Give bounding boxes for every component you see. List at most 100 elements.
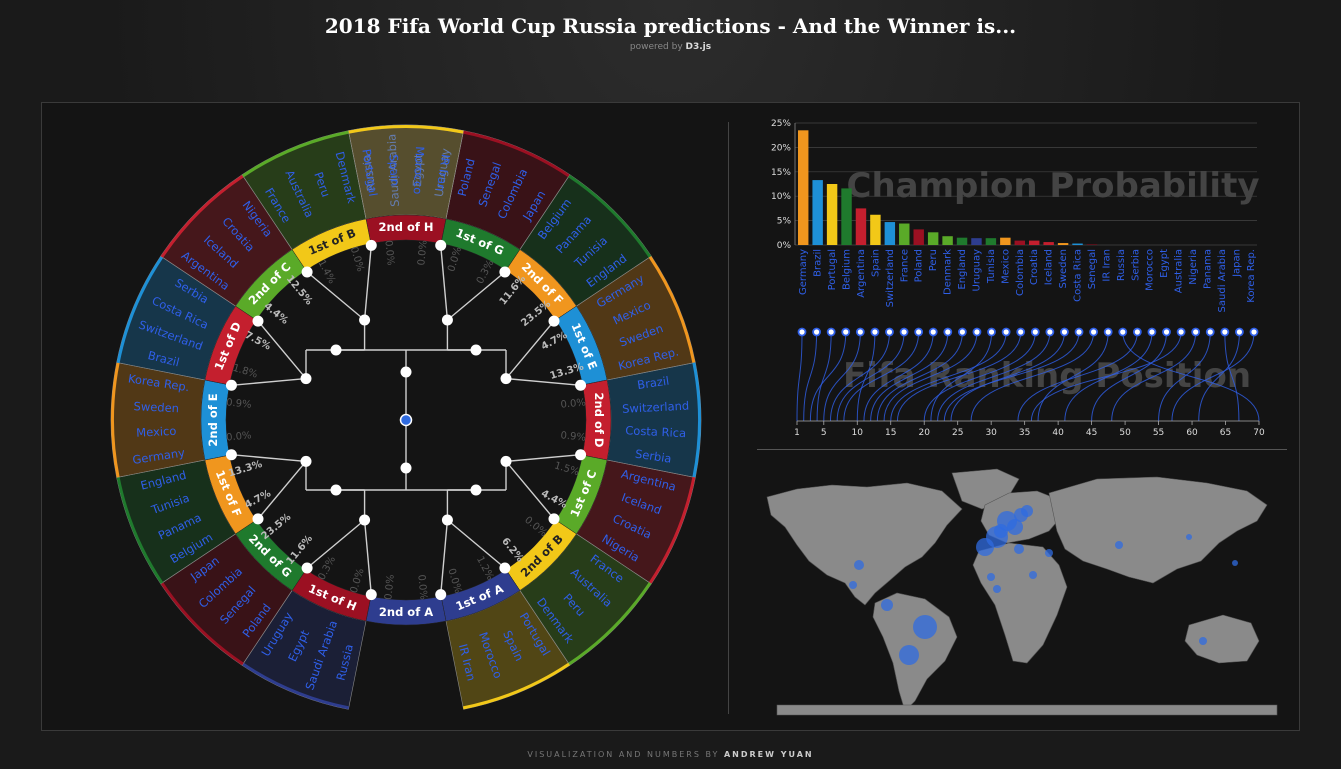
ranking-dot-serbia[interactable] xyxy=(1132,327,1142,337)
bar-poland[interactable] xyxy=(913,229,924,245)
quarterfinal-node[interactable] xyxy=(300,373,312,385)
team-label[interactable]: Spain xyxy=(386,154,402,187)
quarterfinal-node[interactable] xyxy=(500,373,512,385)
ranking-dot-mexico[interactable] xyxy=(1001,327,1011,337)
round-of-16-node[interactable] xyxy=(435,239,447,251)
bar-croatia[interactable] xyxy=(1029,240,1040,245)
bar-mexico[interactable] xyxy=(1000,237,1011,245)
ranking-dot-egypt[interactable] xyxy=(1162,327,1171,337)
round-of-16-node[interactable] xyxy=(365,589,377,601)
round-of-16-node[interactable] xyxy=(252,513,264,525)
round-of-16-node[interactable] xyxy=(575,379,587,391)
ranking-dot-tunisia[interactable] xyxy=(987,327,996,337)
quarterfinal-node[interactable] xyxy=(441,314,453,326)
team-label[interactable]: Sweden xyxy=(133,399,179,415)
round-of-16-node[interactable] xyxy=(548,315,560,327)
ranking-dot-denmark[interactable] xyxy=(943,327,953,337)
semifinal-node[interactable] xyxy=(470,484,482,496)
semifinal-node[interactable] xyxy=(470,344,482,356)
round-of-16-node[interactable] xyxy=(301,266,313,278)
bar-germany[interactable] xyxy=(798,130,809,245)
round-of-16-node[interactable] xyxy=(252,315,264,327)
ranking-dot-russia[interactable] xyxy=(1118,327,1128,337)
ranking-dot-croatia[interactable] xyxy=(1030,327,1040,337)
country-bubble[interactable] xyxy=(1029,571,1037,579)
ranking-dot-poland[interactable] xyxy=(914,327,924,337)
ranking-dot-germany[interactable] xyxy=(797,327,807,337)
country-bubble[interactable] xyxy=(913,615,937,639)
ranking-dot-panama[interactable] xyxy=(1205,327,1215,337)
bar-tunisia[interactable] xyxy=(985,238,997,245)
ranking-dot-belgium[interactable] xyxy=(841,327,851,337)
round-of-16-node[interactable] xyxy=(499,562,511,574)
ranking-dot-france[interactable] xyxy=(899,327,909,337)
ranking-dot-japan[interactable] xyxy=(1235,327,1244,337)
bar-france[interactable] xyxy=(899,223,910,245)
quarterfinal-node[interactable] xyxy=(500,455,512,467)
bar-belgium[interactable] xyxy=(841,188,852,245)
ranking-dot-nigeria[interactable] xyxy=(1191,327,1201,337)
team-label[interactable]: Mexico xyxy=(136,424,177,440)
ranking-dot-iceland[interactable] xyxy=(1045,327,1055,337)
ranking-dot-saudi-arabia[interactable] xyxy=(1220,327,1230,337)
ranking-dot-switzerland[interactable] xyxy=(885,327,894,337)
team-label[interactable]: Egypt xyxy=(410,153,426,187)
ranking-dot-uruguay[interactable] xyxy=(972,327,982,337)
semifinal-node[interactable] xyxy=(330,484,342,496)
champion-node[interactable] xyxy=(399,413,413,427)
country-bubble[interactable] xyxy=(1232,560,1238,566)
ranking-dot-sweden[interactable] xyxy=(1060,327,1069,337)
country-bubble[interactable] xyxy=(1014,544,1024,554)
semifinal-node[interactable] xyxy=(330,344,342,356)
quarterfinal-node[interactable] xyxy=(359,514,371,526)
team-label[interactable]: Saudi Arabia xyxy=(384,134,402,208)
round-of-16-node[interactable] xyxy=(548,513,560,525)
country-bubble[interactable] xyxy=(1115,541,1123,549)
footer-author[interactable]: ANDREW YUAN xyxy=(723,750,814,759)
team-label[interactable]: Portugal xyxy=(359,148,380,197)
team-label[interactable]: Costa Rica xyxy=(625,423,686,440)
bar-sweden[interactable] xyxy=(1057,243,1069,245)
ranking-dot-costa-rica[interactable] xyxy=(1074,327,1084,337)
ranking-dot-portugal[interactable] xyxy=(826,327,836,337)
bar-spain[interactable] xyxy=(870,214,881,245)
quarterfinal-node[interactable] xyxy=(300,455,312,467)
team-label[interactable]: Morocco xyxy=(411,146,427,195)
country-bubble[interactable] xyxy=(899,645,919,665)
round-of-16-node[interactable] xyxy=(575,449,587,461)
bar-portugal[interactable] xyxy=(826,184,838,245)
round-of-16-node[interactable] xyxy=(365,239,377,251)
ranking-dot-argentina[interactable] xyxy=(855,327,865,337)
bar-switzerland[interactable] xyxy=(884,222,896,245)
d3-link[interactable]: D3.js xyxy=(685,42,712,52)
country-bubble[interactable] xyxy=(976,538,994,556)
ranking-dot-brazil[interactable] xyxy=(812,327,821,337)
ranking-dot-korea-rep-[interactable] xyxy=(1249,327,1259,337)
ranking-dot-colombia[interactable] xyxy=(1016,327,1026,337)
round-of-16-node[interactable] xyxy=(301,562,313,574)
quarterfinal-node[interactable] xyxy=(359,314,371,326)
bar-brazil[interactable] xyxy=(812,180,823,245)
round-of-16-node[interactable] xyxy=(225,449,237,461)
team-label[interactable]: Brazil xyxy=(636,374,670,393)
bar-peru[interactable] xyxy=(927,232,939,245)
ranking-dot-spain[interactable] xyxy=(870,327,880,337)
team-label[interactable]: Switzerland xyxy=(622,399,690,416)
country-bubble[interactable] xyxy=(994,524,1008,538)
ranking-dot-australia[interactable] xyxy=(1176,327,1186,337)
country-bubble[interactable] xyxy=(1021,505,1033,517)
bar-england[interactable] xyxy=(956,237,968,245)
team-label[interactable]: IR Iran xyxy=(434,153,453,192)
final-node[interactable] xyxy=(400,462,412,474)
round-of-16-node[interactable] xyxy=(225,379,237,391)
ranking-dot-senegal[interactable] xyxy=(1089,327,1099,337)
bar-costa-rica[interactable] xyxy=(1072,243,1083,245)
country-bubble[interactable] xyxy=(1199,637,1207,645)
team-label[interactable]: Serbia xyxy=(634,447,672,466)
team-label[interactable]: Russia xyxy=(359,153,378,192)
bar-iceland[interactable] xyxy=(1043,242,1054,245)
bar-colombia[interactable] xyxy=(1014,240,1025,245)
quarterfinal-node[interactable] xyxy=(441,514,453,526)
country-bubble[interactable] xyxy=(854,560,864,570)
round-of-16-node[interactable] xyxy=(435,589,447,601)
